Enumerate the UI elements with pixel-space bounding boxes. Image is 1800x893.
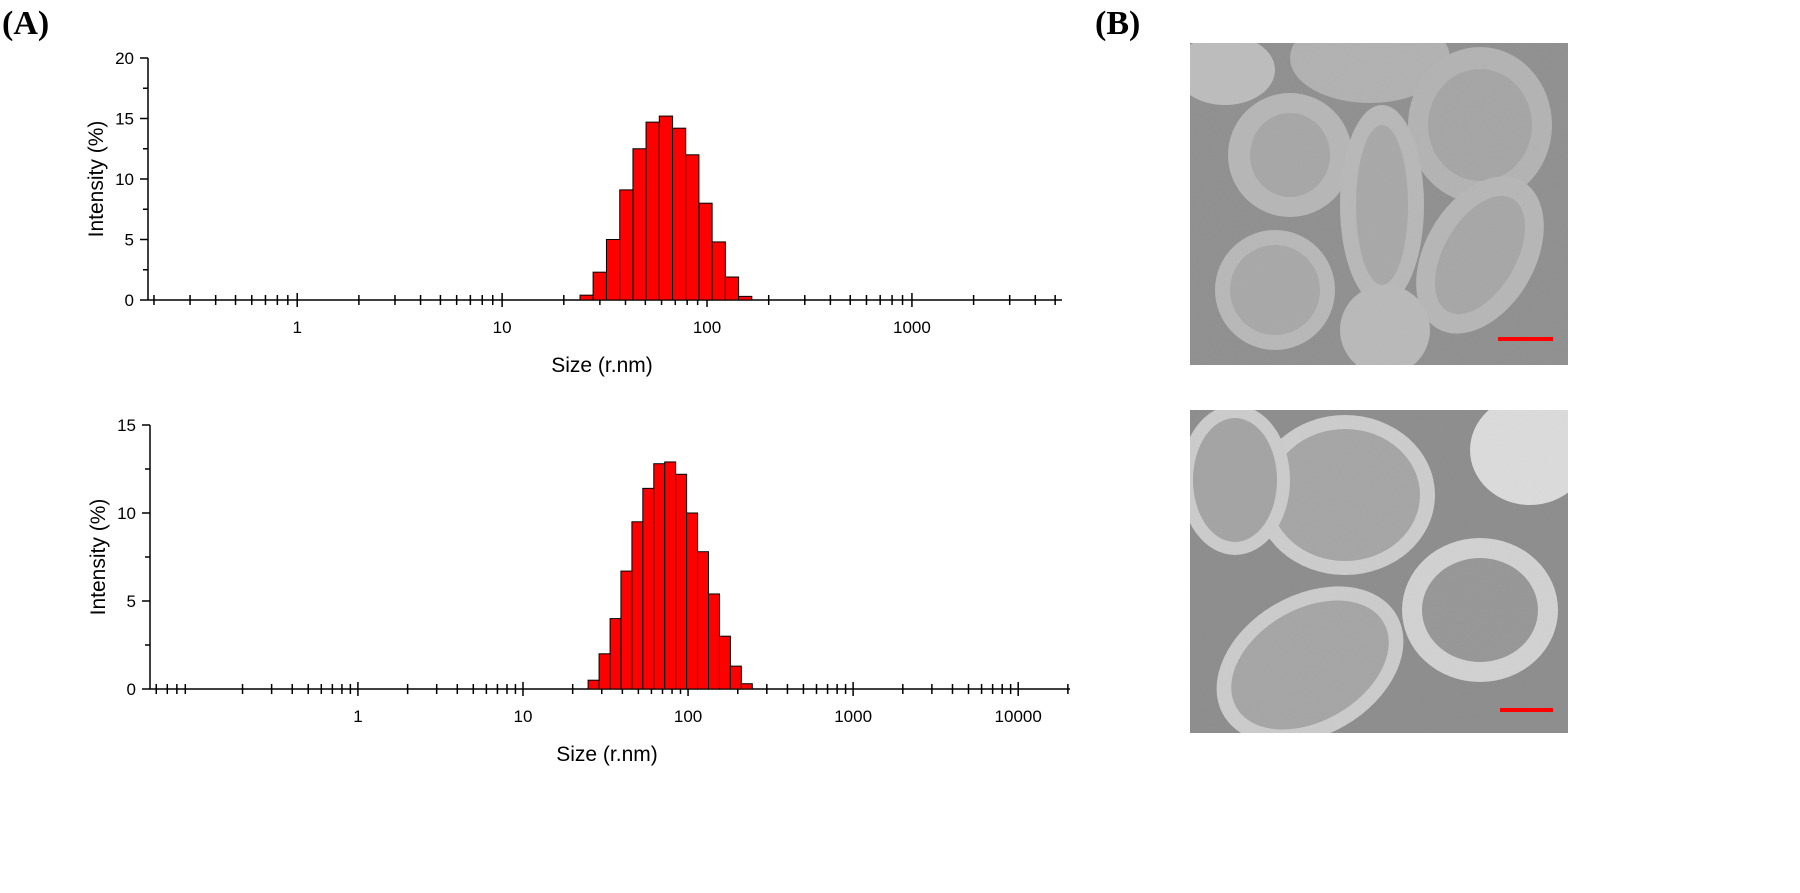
bar [697,551,710,690]
y-tick-label: 0 [127,680,136,699]
x-tick-label: 1000 [834,707,872,726]
y-tick-label: 5 [125,231,134,250]
bar [740,683,753,690]
bar [675,473,688,690]
bar [620,570,633,690]
x-tick-label: 1 [292,318,301,337]
bar [605,239,621,301]
bar [724,276,740,301]
bar [619,189,634,301]
tem-image [1190,43,1568,365]
bar [672,127,687,301]
x-axis-label: Size (r.nm) [556,743,658,766]
bar [685,154,700,301]
x-axis-label: Size (r.nm) [551,354,653,377]
bar [708,593,720,690]
panel-label: (B) [1095,5,1140,42]
bar [592,271,607,301]
y-tick-label: 0 [125,291,134,310]
x-tick-label: 1000 [893,318,931,337]
panel-label: (A) [2,5,49,42]
tem-image [1190,410,1568,733]
x-tick-label: 10000 [995,707,1042,726]
bar [686,512,699,690]
x-tick-label: 10 [493,318,512,337]
bar [664,461,677,690]
bar [698,202,713,301]
bar [598,653,611,690]
bar [631,521,644,690]
y-tick-label: 20 [115,49,134,68]
y-axis-label: Intensity (%) [87,499,110,616]
x-tick-label: 1 [353,707,362,726]
bar [632,148,647,301]
bar [729,665,742,690]
y-tick-label: 5 [127,592,136,611]
bar [587,679,600,690]
bar [609,618,622,690]
y-axis-label: Intensity (%) [85,121,108,238]
x-tick-label: 10 [514,707,533,726]
x-tick-label: 100 [693,318,721,337]
x-tick-label: 100 [674,707,702,726]
bar [653,463,666,690]
y-tick-label: 10 [115,170,134,189]
y-tick-label: 10 [117,504,136,523]
y-tick-label: 15 [115,110,134,129]
bar [711,241,726,301]
bar [718,635,731,690]
bar [738,295,753,301]
bar [645,121,660,301]
bar [642,487,655,690]
bar [658,115,674,301]
y-tick-label: 15 [117,416,136,435]
bar [579,294,594,301]
